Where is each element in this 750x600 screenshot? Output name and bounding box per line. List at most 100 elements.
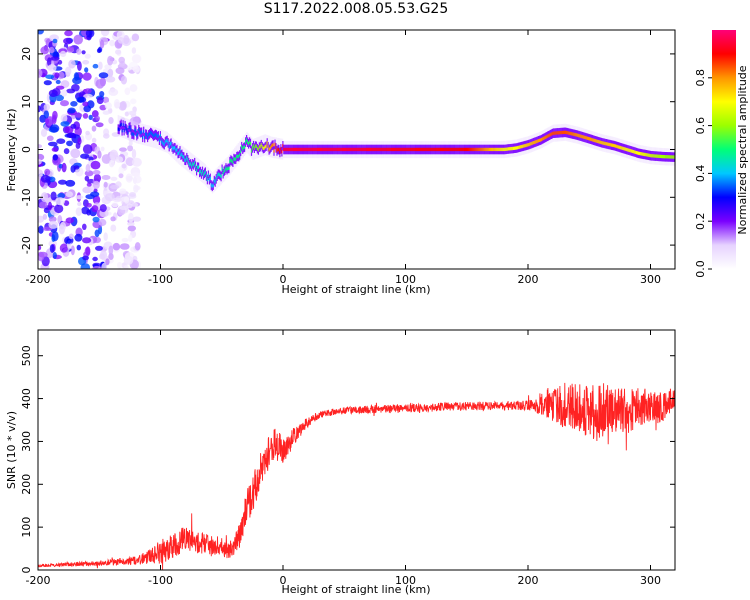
ridge-core [203, 171, 206, 175]
ridge-core [392, 147, 394, 152]
ridge-core [239, 153, 241, 157]
ridge-core [249, 141, 252, 146]
ridge-core [414, 147, 416, 152]
ridge-core [247, 140, 249, 144]
noise-blob [58, 179, 67, 185]
noise-blob [95, 122, 104, 128]
noise-blob [82, 237, 92, 244]
ridge-core [604, 141, 606, 146]
ridge-core [515, 146, 517, 150]
noise-blob [38, 158, 42, 165]
ridge-core [418, 147, 420, 152]
noise-blob [98, 253, 106, 260]
colorbar-tick-label: 0.8 [694, 69, 707, 87]
ridge-core [506, 147, 508, 151]
ridge-core [613, 143, 615, 148]
noise-blob [96, 48, 102, 54]
ridge-core [132, 132, 134, 136]
ridge-core [642, 152, 645, 156]
ridge-core [458, 147, 460, 152]
ridge-core [582, 135, 584, 139]
ridge-core [413, 147, 415, 152]
noise-blob [47, 64, 57, 72]
ridge-core [585, 136, 587, 140]
ridge-core [377, 147, 379, 152]
noise-blob [70, 101, 78, 107]
ridge-core [394, 147, 396, 152]
ridge-core [186, 156, 188, 160]
noise-blob [50, 191, 57, 201]
x-tick-label: -200 [26, 273, 51, 286]
ridge-core [638, 151, 640, 155]
noise-blob [74, 233, 83, 242]
noise-blob [84, 175, 90, 182]
ridge-core [133, 133, 135, 137]
noise-blob [115, 67, 125, 75]
ridge-core [361, 147, 363, 152]
noise-blob [104, 64, 112, 70]
noise-blob [110, 216, 116, 222]
ridge-core [296, 147, 298, 152]
noise-blob [38, 215, 45, 223]
colorbar-label: Normalized spectral amplitude [736, 65, 749, 234]
ridge-core [473, 147, 475, 152]
ridge-core [615, 144, 617, 148]
ridge-core [127, 131, 129, 135]
ridge-core [156, 134, 158, 139]
y-tick-label: 10 [20, 95, 33, 109]
noise-blob [121, 163, 127, 169]
ridge-core [504, 147, 506, 151]
noise-blob [105, 193, 115, 202]
ridge-core [348, 147, 351, 152]
ridge-core [139, 130, 141, 134]
ridge-core [373, 147, 375, 152]
snr-y-axis: 0 100 200 300 400 500 [20, 345, 675, 574]
noise-blob [72, 76, 82, 85]
ridge-core [170, 141, 172, 145]
ridge-core [559, 131, 561, 135]
ridge-core [330, 147, 332, 152]
ridge-core [452, 147, 454, 152]
ridge-core [349, 147, 352, 152]
noise-blob [39, 201, 48, 209]
noise-blob [45, 117, 49, 125]
ridge-core [146, 132, 148, 137]
ridge-core [409, 147, 411, 152]
ridge-core [521, 144, 523, 149]
noise-blob [70, 123, 77, 129]
ridge-core [360, 147, 362, 152]
ridge-core [637, 151, 639, 155]
noise-blob [40, 175, 51, 183]
noise-blob [38, 144, 43, 149]
ridge-core [571, 132, 573, 136]
ridge-core [246, 138, 248, 142]
ridge-core [426, 147, 428, 152]
ridge-core [297, 147, 300, 152]
ridge-core [395, 147, 398, 152]
ridge-core [611, 143, 613, 147]
noise-blob [42, 213, 48, 220]
ridge-core [617, 145, 619, 149]
ridge-core [123, 128, 125, 133]
ridge-core [545, 135, 548, 139]
ridge-core [596, 139, 598, 143]
noise-blob [81, 50, 86, 55]
noise-blob [38, 30, 44, 35]
ridge-core [447, 147, 450, 152]
noise-blob [38, 169, 44, 177]
ridge-core [263, 146, 265, 150]
noise-blob [119, 100, 127, 111]
ridge-core [222, 172, 224, 176]
ridge-core [215, 177, 217, 181]
ridge-core [266, 141, 268, 145]
ridge-core [557, 131, 559, 135]
ridge-core [470, 147, 472, 152]
noise-blob [81, 206, 90, 215]
ridge-core [624, 147, 626, 151]
ridge-core [276, 149, 278, 153]
ridge-core [256, 146, 258, 151]
ridge-core [505, 147, 507, 151]
noise-blob [74, 112, 83, 118]
ridge-core [275, 146, 277, 150]
ridge-core [586, 136, 588, 140]
